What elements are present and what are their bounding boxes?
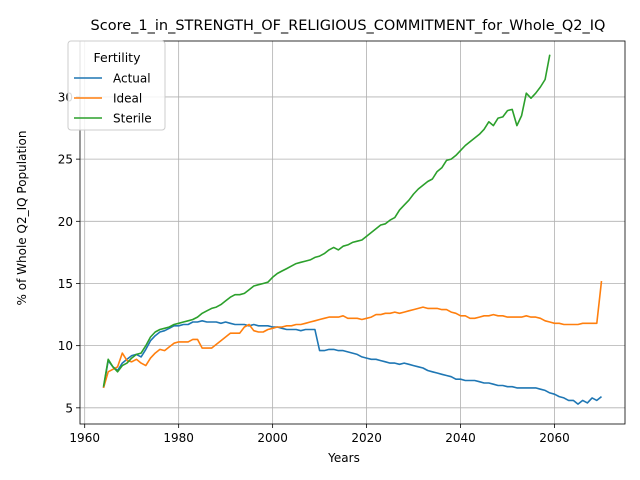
series-line-sterile	[102, 54, 551, 387]
x-tick-label: 2000	[257, 431, 288, 445]
legend-title: Fertility	[94, 50, 142, 65]
x-axis-ticks: 1960 1980 2000 2020 2040 2060	[69, 424, 570, 445]
y-tick-label: 25	[58, 153, 73, 167]
x-tick-label: 1960	[69, 431, 100, 445]
y-tick-label: 15	[58, 277, 73, 291]
legend-label-actual: Actual	[113, 72, 151, 86]
grid	[80, 41, 625, 424]
y-axis-label: % of Whole Q2_IQ Population	[15, 131, 29, 306]
series-lines	[102, 54, 603, 405]
legend-label-ideal: Ideal	[113, 92, 142, 106]
legend-label-sterile: Sterile	[113, 112, 152, 126]
x-tick-label: 2020	[351, 431, 382, 445]
x-axis-label: Years	[327, 451, 360, 465]
legend-box	[67, 40, 166, 131]
legend-entries: Actual Ideal Sterile	[74, 72, 152, 126]
plot-frame	[79, 40, 626, 425]
chart-title: Score_1_in_STRENGTH_OF_RELIGIOUS_COMMITM…	[91, 18, 606, 34]
x-tick-label: 2060	[539, 431, 570, 445]
series-line-actual	[102, 320, 603, 405]
series-line-ideal	[102, 280, 603, 389]
legend: Fertility Actual Ideal Sterile	[67, 40, 166, 131]
x-tick-label: 1980	[163, 431, 194, 445]
y-tick-label: 5	[65, 401, 73, 415]
y-tick-label: 10	[58, 339, 73, 353]
x-tick-label: 2040	[445, 431, 476, 445]
y-tick-label: 20	[58, 215, 73, 229]
